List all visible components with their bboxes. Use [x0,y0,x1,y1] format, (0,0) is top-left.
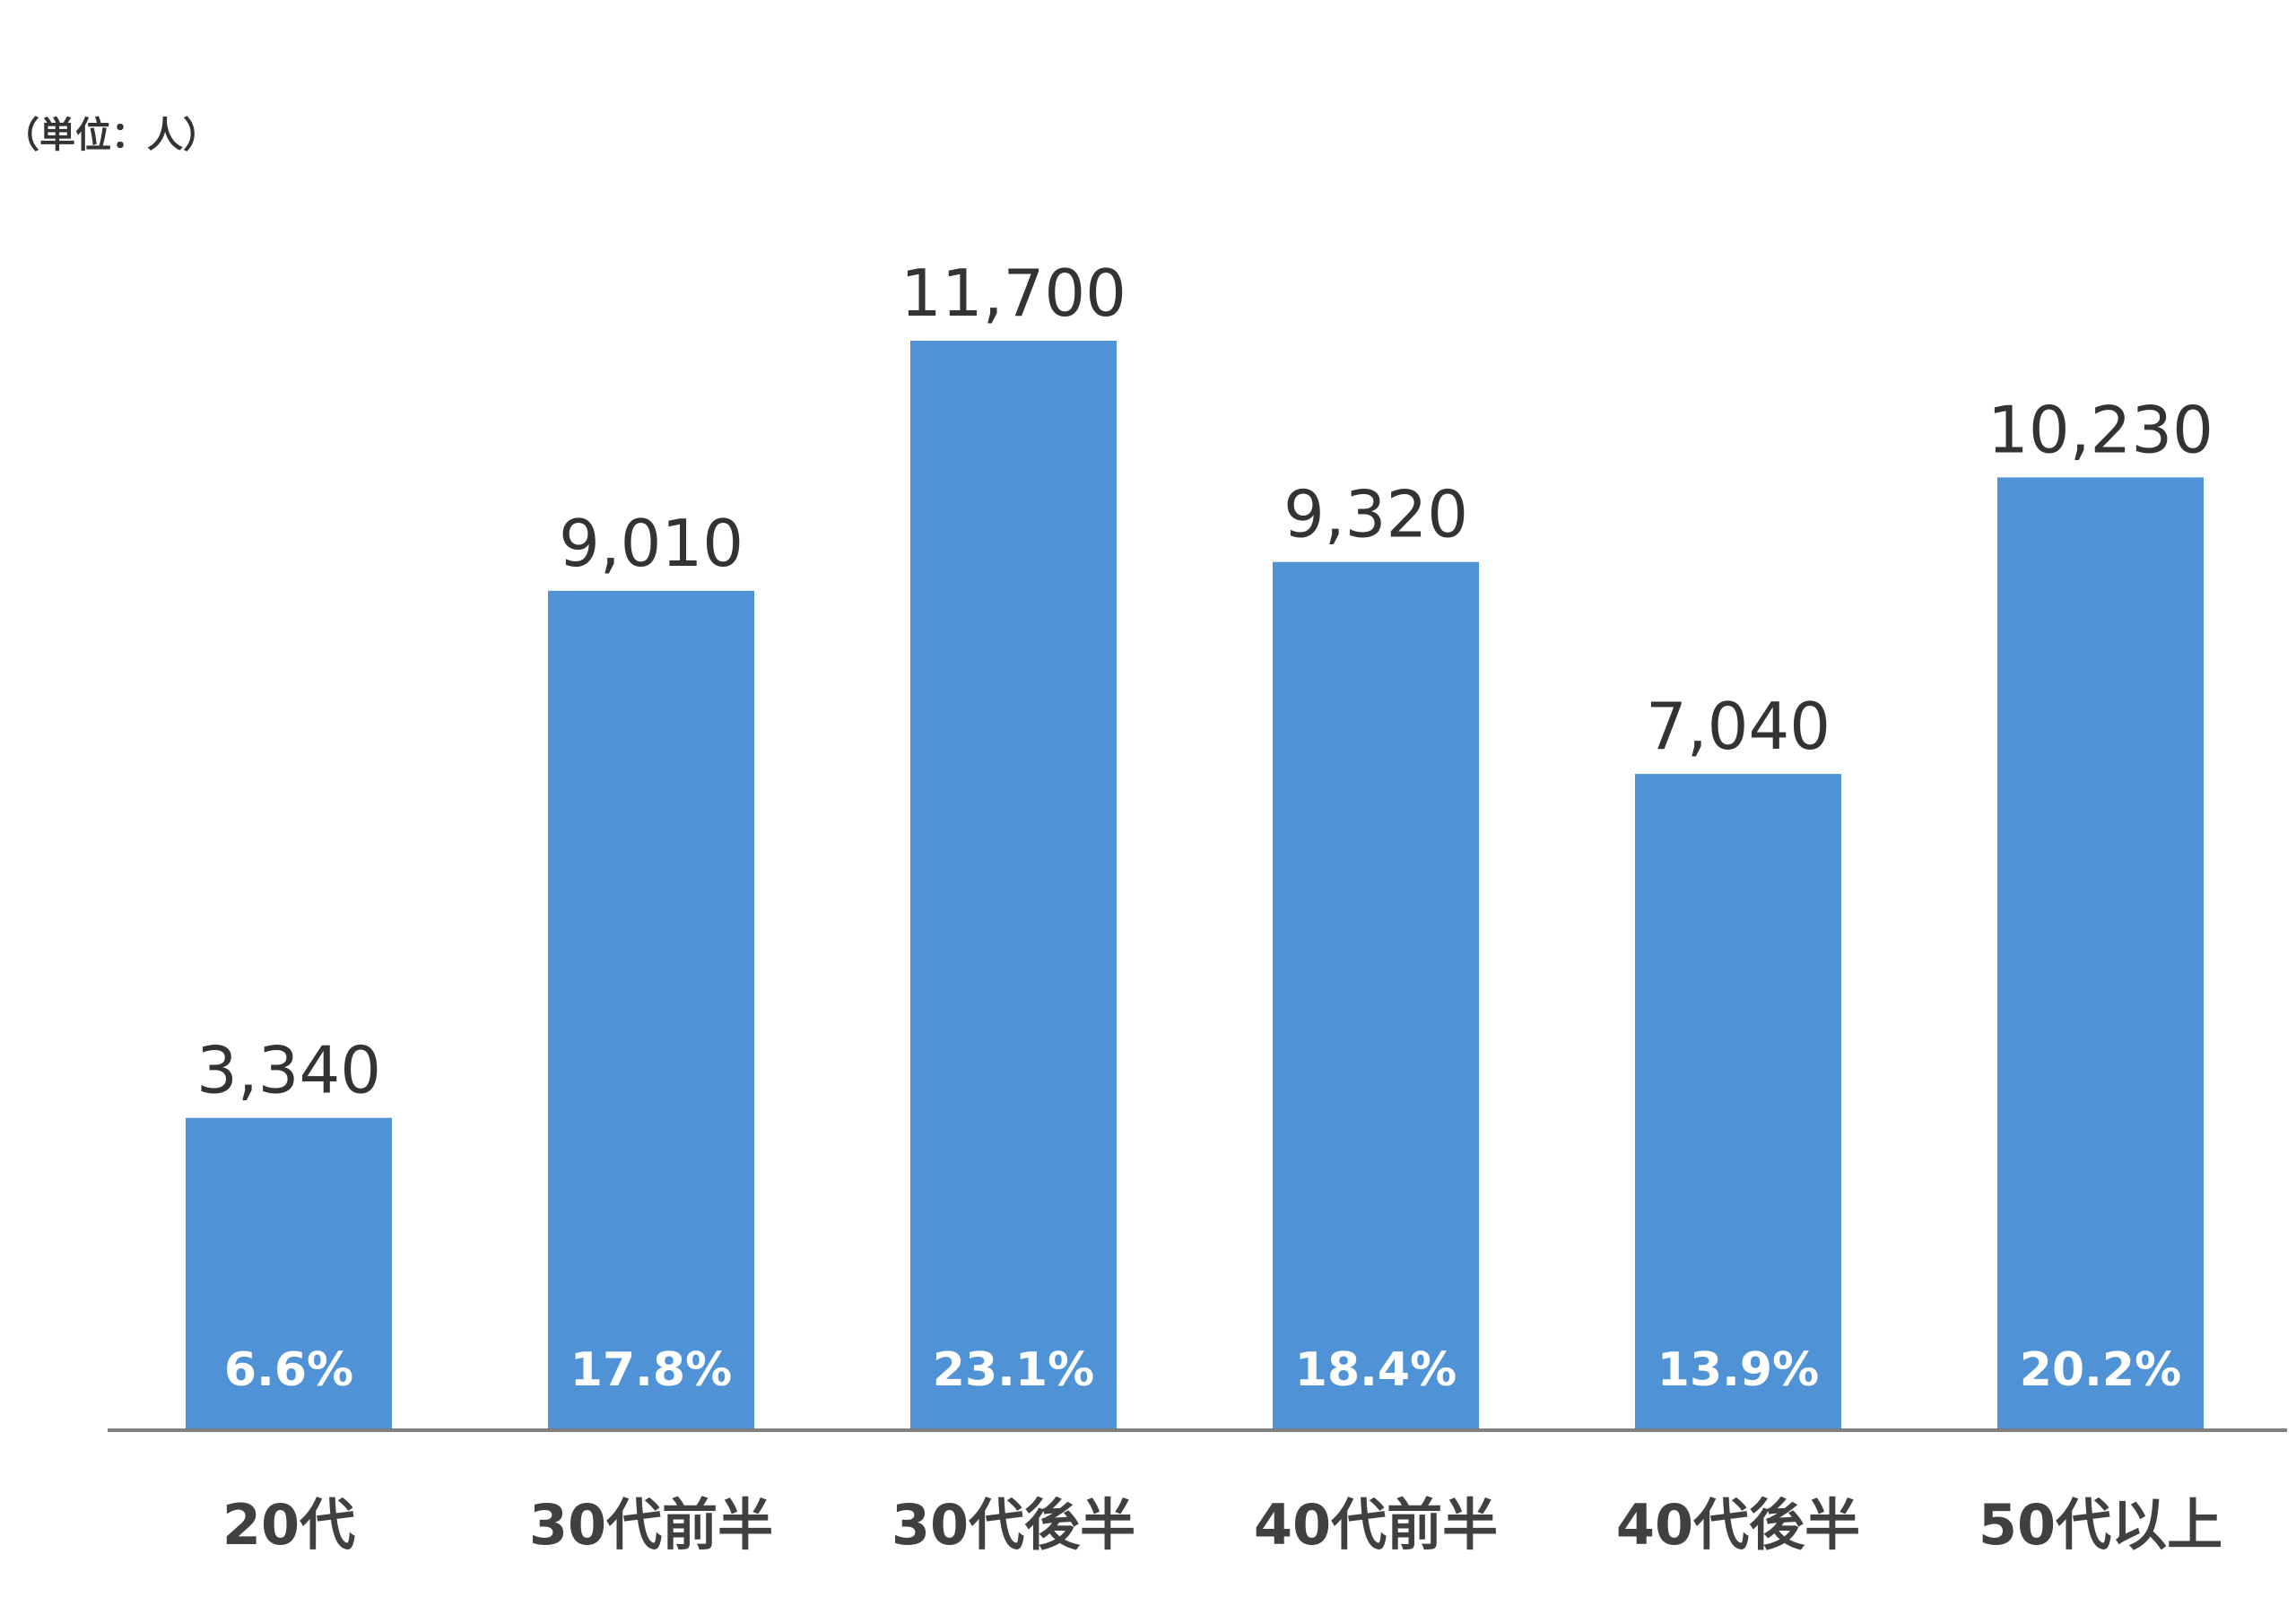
category-label-2: 30代前半 [529,1492,773,1558]
bars-layer: 3,340 6.6% 20代 9,010 17.8% 30代前半 11,700 23.1% 30… [186,256,2222,1558]
value-label-5: 7,040 [1646,689,1831,764]
bar-6 [1997,477,2204,1428]
bar-5 [1635,774,1841,1428]
percent-label-4: 18.4% [1295,1343,1457,1397]
value-label-6: 10,230 [1987,392,2213,467]
bar-4 [1273,561,1479,1428]
percent-label-5: 13.9% [1657,1343,1819,1397]
percent-label-3: 23.1% [933,1343,1094,1397]
bar-2 [548,590,754,1428]
unit-label: （単位：人） [4,115,219,156]
value-label-3: 11,700 [900,256,1126,331]
bar-3 [910,341,1117,1428]
value-label-2: 9,010 [559,506,744,581]
value-label-1: 3,340 [196,1033,381,1108]
category-label-1: 20代 [222,1492,355,1558]
category-label-6: 50代以上 [1979,1492,2222,1558]
percent-label-2: 17.8% [570,1343,732,1397]
bar-1 [186,1117,392,1428]
percent-label-1: 6.6% [224,1343,353,1397]
percent-label-6: 20.2% [2020,1343,2181,1397]
category-label-5: 40代後半 [1616,1492,1860,1558]
value-label-4: 9,320 [1283,477,1468,552]
category-label-4: 40代前半 [1254,1492,1498,1558]
category-label-3: 30代後半 [891,1492,1135,1558]
